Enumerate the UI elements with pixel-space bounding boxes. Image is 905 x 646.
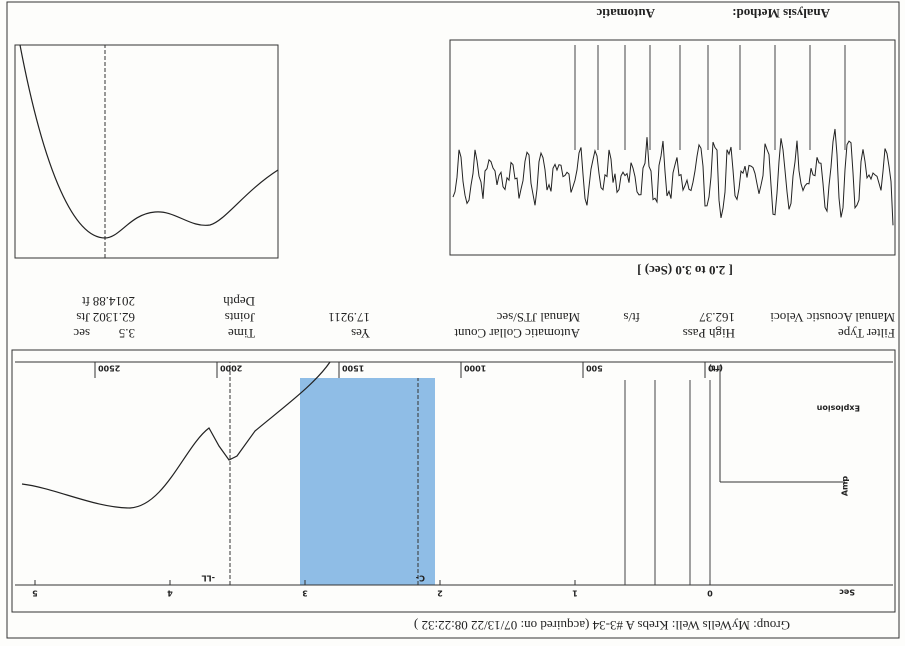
param-unit: Jts [76, 310, 90, 325]
header: Group: MyWells Well: Krebs A #3-34 (acqu… [414, 618, 790, 633]
sec-tick-label: 5 [32, 589, 38, 598]
waveform-box [449, 39, 896, 256]
depth-tick-label: 2500 [98, 364, 121, 373]
param-label: Joints [225, 310, 255, 325]
param-unit: ft/s [623, 310, 640, 325]
window-title: [ 2.0 to 3.0 (Sec) ] [637, 263, 733, 278]
param-label: Manual JTS/sec [496, 310, 580, 325]
param-unit: ft [82, 294, 90, 309]
param-value: 62.1302 [93, 310, 135, 325]
param-value: High Pass [683, 326, 735, 341]
param-value: Yes [351, 326, 370, 341]
page-frame [6, 1, 900, 639]
sec-tick-label: 2 [437, 589, 443, 598]
param-label: Depth [223, 294, 255, 309]
depth-tick-label: 0 [708, 364, 714, 373]
depth-label: (ft) [708, 364, 723, 373]
param-value: 17.9211 [328, 310, 370, 325]
sec-label: Sec [839, 588, 855, 597]
collar-window [300, 378, 435, 585]
param-value: 3.5 [119, 326, 135, 341]
depth-tick-label: 1000 [464, 364, 487, 373]
param-unit: sec [73, 326, 90, 341]
analysis-value: Automatic [596, 6, 655, 21]
spectrum-box [14, 44, 279, 259]
depth-tick-label: 500 [586, 364, 603, 373]
param-value: 162.37 [699, 310, 735, 325]
collar-label: C- [416, 574, 425, 583]
waveform-line [452, 128, 894, 226]
ll-label: -LL [201, 574, 215, 583]
param-label: Manual Acoustic Veloci [770, 310, 895, 325]
parameters: Filter Type High Pass Manual Acoustic Velo… [73, 294, 895, 341]
trace-box [11, 349, 896, 613]
amp-label: Amp [841, 476, 850, 497]
param-value: 2014.88 [93, 294, 135, 309]
sec-tick-label: 3 [302, 589, 308, 598]
depth-tick-label: 1500 [342, 364, 365, 373]
param-label: Automatic Collar Count [454, 326, 580, 341]
param-label: Filter Type [838, 326, 895, 341]
explosion-label: Explosion [816, 404, 860, 413]
depth-curve [21, 361, 331, 509]
param-label: Time [228, 326, 255, 341]
sec-tick-label: 1 [572, 589, 578, 598]
waveform [452, 45, 894, 226]
analysis-label: Analysis Method: [732, 6, 830, 21]
spectrum-curve [19, 44, 279, 239]
document: Group: MyWells Well: Krebs A #3-34 (acqu… [6, 1, 900, 639]
sec-tick-label: 4 [167, 589, 173, 598]
sec-tick-label: 0 [707, 589, 713, 598]
depth-tick-label: 2000 [220, 364, 243, 373]
